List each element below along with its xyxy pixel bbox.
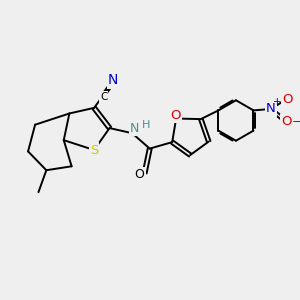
Text: −: − [292,115,300,128]
Text: O: O [282,93,292,106]
Text: N: N [266,103,276,116]
Text: H: H [142,120,150,130]
Text: O: O [135,168,145,181]
Text: N: N [108,74,119,87]
Text: O: O [281,115,292,128]
Text: +: + [273,97,281,107]
Text: C: C [100,92,107,102]
Text: S: S [90,143,98,157]
Text: N: N [130,122,140,135]
Text: O: O [170,109,181,122]
